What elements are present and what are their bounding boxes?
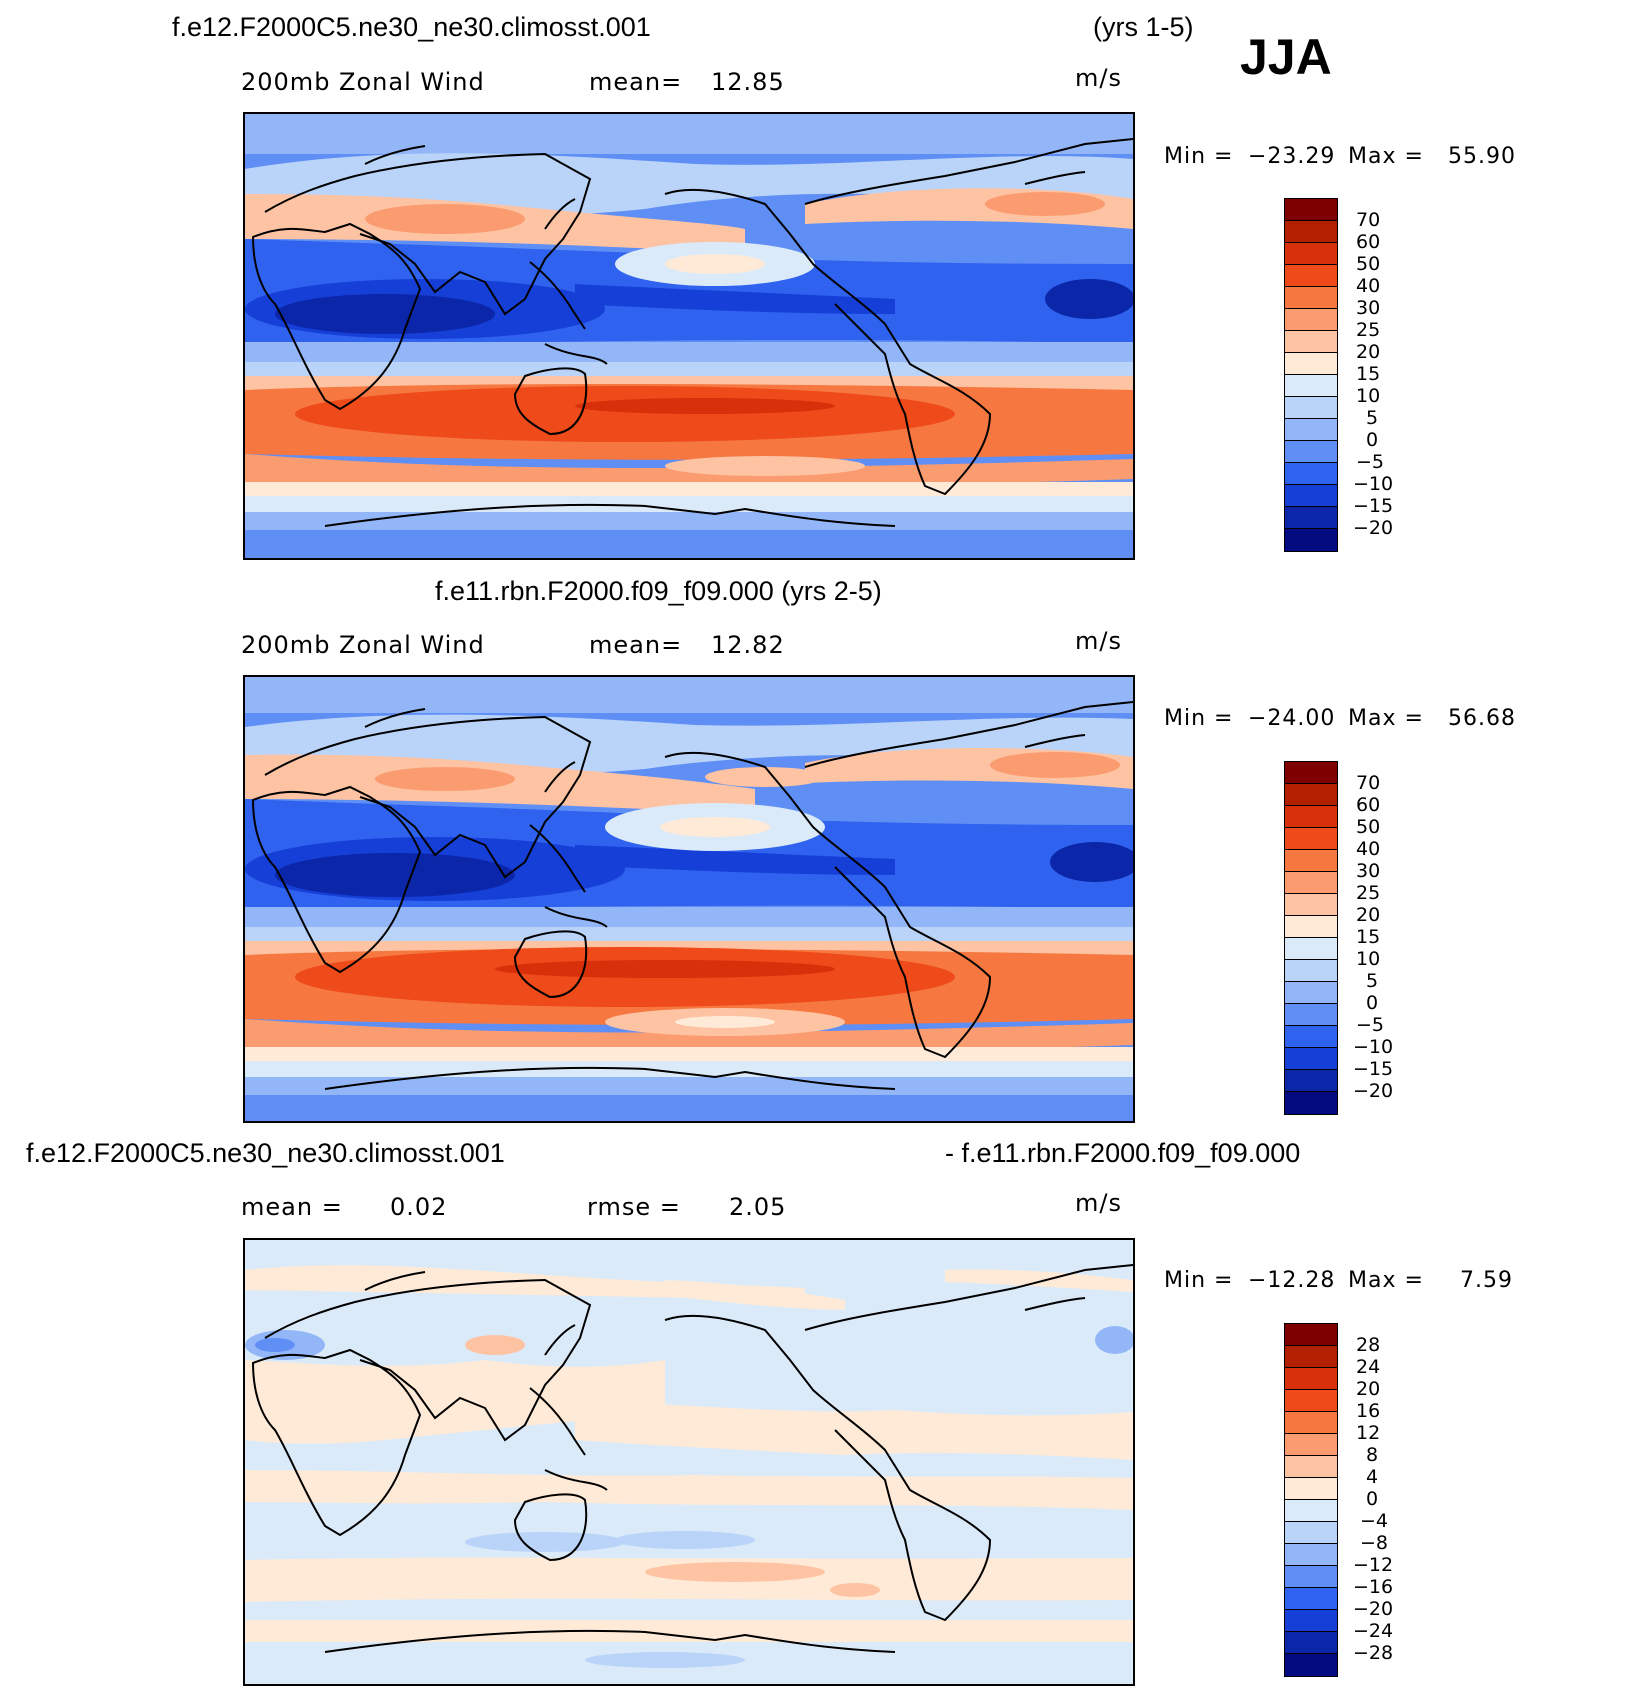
panel2-max-value: 56.68 — [1448, 706, 1516, 731]
cb3-tick: 24 — [1356, 1356, 1381, 1378]
cb2-tick: 0 — [1366, 992, 1379, 1014]
cb1-tick: 70 — [1356, 209, 1381, 231]
cb3-tick: −20 — [1353, 1598, 1394, 1620]
cb3-tick: 28 — [1356, 1334, 1381, 1356]
cb1-tick: 10 — [1356, 385, 1381, 407]
panel1-mean-label: mean= — [589, 68, 683, 96]
cb1-tick: 5 — [1366, 407, 1379, 429]
cb3-tick: −16 — [1353, 1576, 1394, 1598]
panel3-mean-value: 0.02 — [390, 1193, 448, 1221]
cb1-tick: −10 — [1353, 473, 1394, 495]
cb1-tick: 25 — [1356, 319, 1381, 341]
panel2-min-value: −24.00 — [1248, 706, 1336, 731]
panel2-mean-value: 12.82 — [711, 631, 785, 659]
season-label: JJA — [1240, 29, 1332, 85]
cb1-tick: −15 — [1353, 495, 1394, 517]
panel1-title-right: (yrs 1-5) — [1093, 12, 1194, 42]
panel3-title-right: - f.e11.rbn.F2000.f09_f09.000 — [945, 1138, 1301, 1168]
cb3-tick: 0 — [1366, 1488, 1379, 1510]
panel1-max-value: 55.90 — [1448, 144, 1516, 169]
cb3-tick: 8 — [1366, 1444, 1379, 1466]
cb2-tick: 60 — [1356, 794, 1381, 816]
panel3-min-label: Min = — [1164, 1268, 1234, 1293]
panel3-title-left: f.e12.F2000C5.ne30_ne30.climosst.001 — [26, 1138, 505, 1168]
panel2-variable: 200mb Zonal Wind — [241, 631, 485, 659]
cb1-tick: 60 — [1356, 231, 1381, 253]
panel1-title-left: f.e12.F2000C5.ne30_ne30.climosst.001 — [172, 12, 651, 42]
cb3-tick: 16 — [1356, 1400, 1381, 1422]
panel2-map — [243, 675, 1135, 1123]
cb2-tick: 30 — [1356, 860, 1381, 882]
panel3-max-label: Max = — [1348, 1268, 1424, 1293]
panel1-map — [243, 112, 1135, 560]
panel2-mean-label: mean= — [589, 631, 683, 659]
cb2-tick: −20 — [1353, 1080, 1394, 1102]
cb2-tick: 15 — [1356, 926, 1381, 948]
cb3-tick: −24 — [1353, 1620, 1394, 1642]
panel3-rmse-label: rmse = — [587, 1193, 681, 1221]
panel2-max-label: Max = — [1348, 706, 1424, 731]
panel3-contour-plot — [245, 1240, 1133, 1684]
panel1-colorbar — [1284, 198, 1338, 552]
panel1-min-value: −23.29 — [1248, 144, 1336, 169]
panel1-variable: 200mb Zonal Wind — [241, 68, 485, 96]
cb2-tick: 70 — [1356, 772, 1381, 794]
panel1-units: m/s — [1075, 64, 1122, 92]
cb2-tick: 5 — [1366, 970, 1379, 992]
cb2-tick: 25 — [1356, 882, 1381, 904]
cb1-tick: 40 — [1356, 275, 1381, 297]
cb2-tick: −15 — [1353, 1058, 1394, 1080]
cb2-tick: 20 — [1356, 904, 1381, 926]
cb1-tick: −20 — [1353, 517, 1394, 539]
cb1-tick: 0 — [1366, 429, 1379, 451]
cb1-tick: 20 — [1356, 341, 1381, 363]
cb3-tick: −12 — [1353, 1554, 1394, 1576]
panel3-max-value: 7.59 — [1460, 1268, 1513, 1293]
panel2-min-label: Min = — [1164, 706, 1234, 731]
panel1-contour-plot — [245, 114, 1133, 558]
cb1-tick: 50 — [1356, 253, 1381, 275]
cb3-tick: 20 — [1356, 1378, 1381, 1400]
panel1-mean-value: 12.85 — [711, 68, 785, 96]
panel3-map — [243, 1238, 1135, 1686]
panel1-min-label: Min = — [1164, 144, 1234, 169]
panel3-min-value: −12.28 — [1248, 1268, 1336, 1293]
cb3-tick: 12 — [1356, 1422, 1381, 1444]
cb1-tick: 15 — [1356, 363, 1381, 385]
cb3-tick: −8 — [1360, 1532, 1389, 1554]
panel1-max-label: Max = — [1348, 144, 1424, 169]
panel3-units: m/s — [1075, 1189, 1122, 1217]
cb2-tick: 10 — [1356, 948, 1381, 970]
cb1-tick: 30 — [1356, 297, 1381, 319]
cb1-tick: −5 — [1356, 451, 1385, 473]
panel2-units: m/s — [1075, 627, 1122, 655]
cb2-tick: 50 — [1356, 816, 1381, 838]
panel3-mean-label: mean = — [241, 1193, 343, 1221]
cb3-tick: 4 — [1366, 1466, 1379, 1488]
cb2-tick: −5 — [1356, 1014, 1385, 1036]
cb3-tick: −28 — [1353, 1642, 1394, 1664]
panel2-colorbar — [1284, 761, 1338, 1115]
panel2-title: f.e11.rbn.F2000.f09_f09.000 (yrs 2-5) — [435, 576, 882, 606]
panel3-rmse-value: 2.05 — [729, 1193, 787, 1221]
panel2-contour-plot — [245, 677, 1133, 1121]
cb2-tick: 40 — [1356, 838, 1381, 860]
cb2-tick: −10 — [1353, 1036, 1394, 1058]
panel3-colorbar — [1284, 1323, 1338, 1677]
cb3-tick: −4 — [1360, 1510, 1389, 1532]
